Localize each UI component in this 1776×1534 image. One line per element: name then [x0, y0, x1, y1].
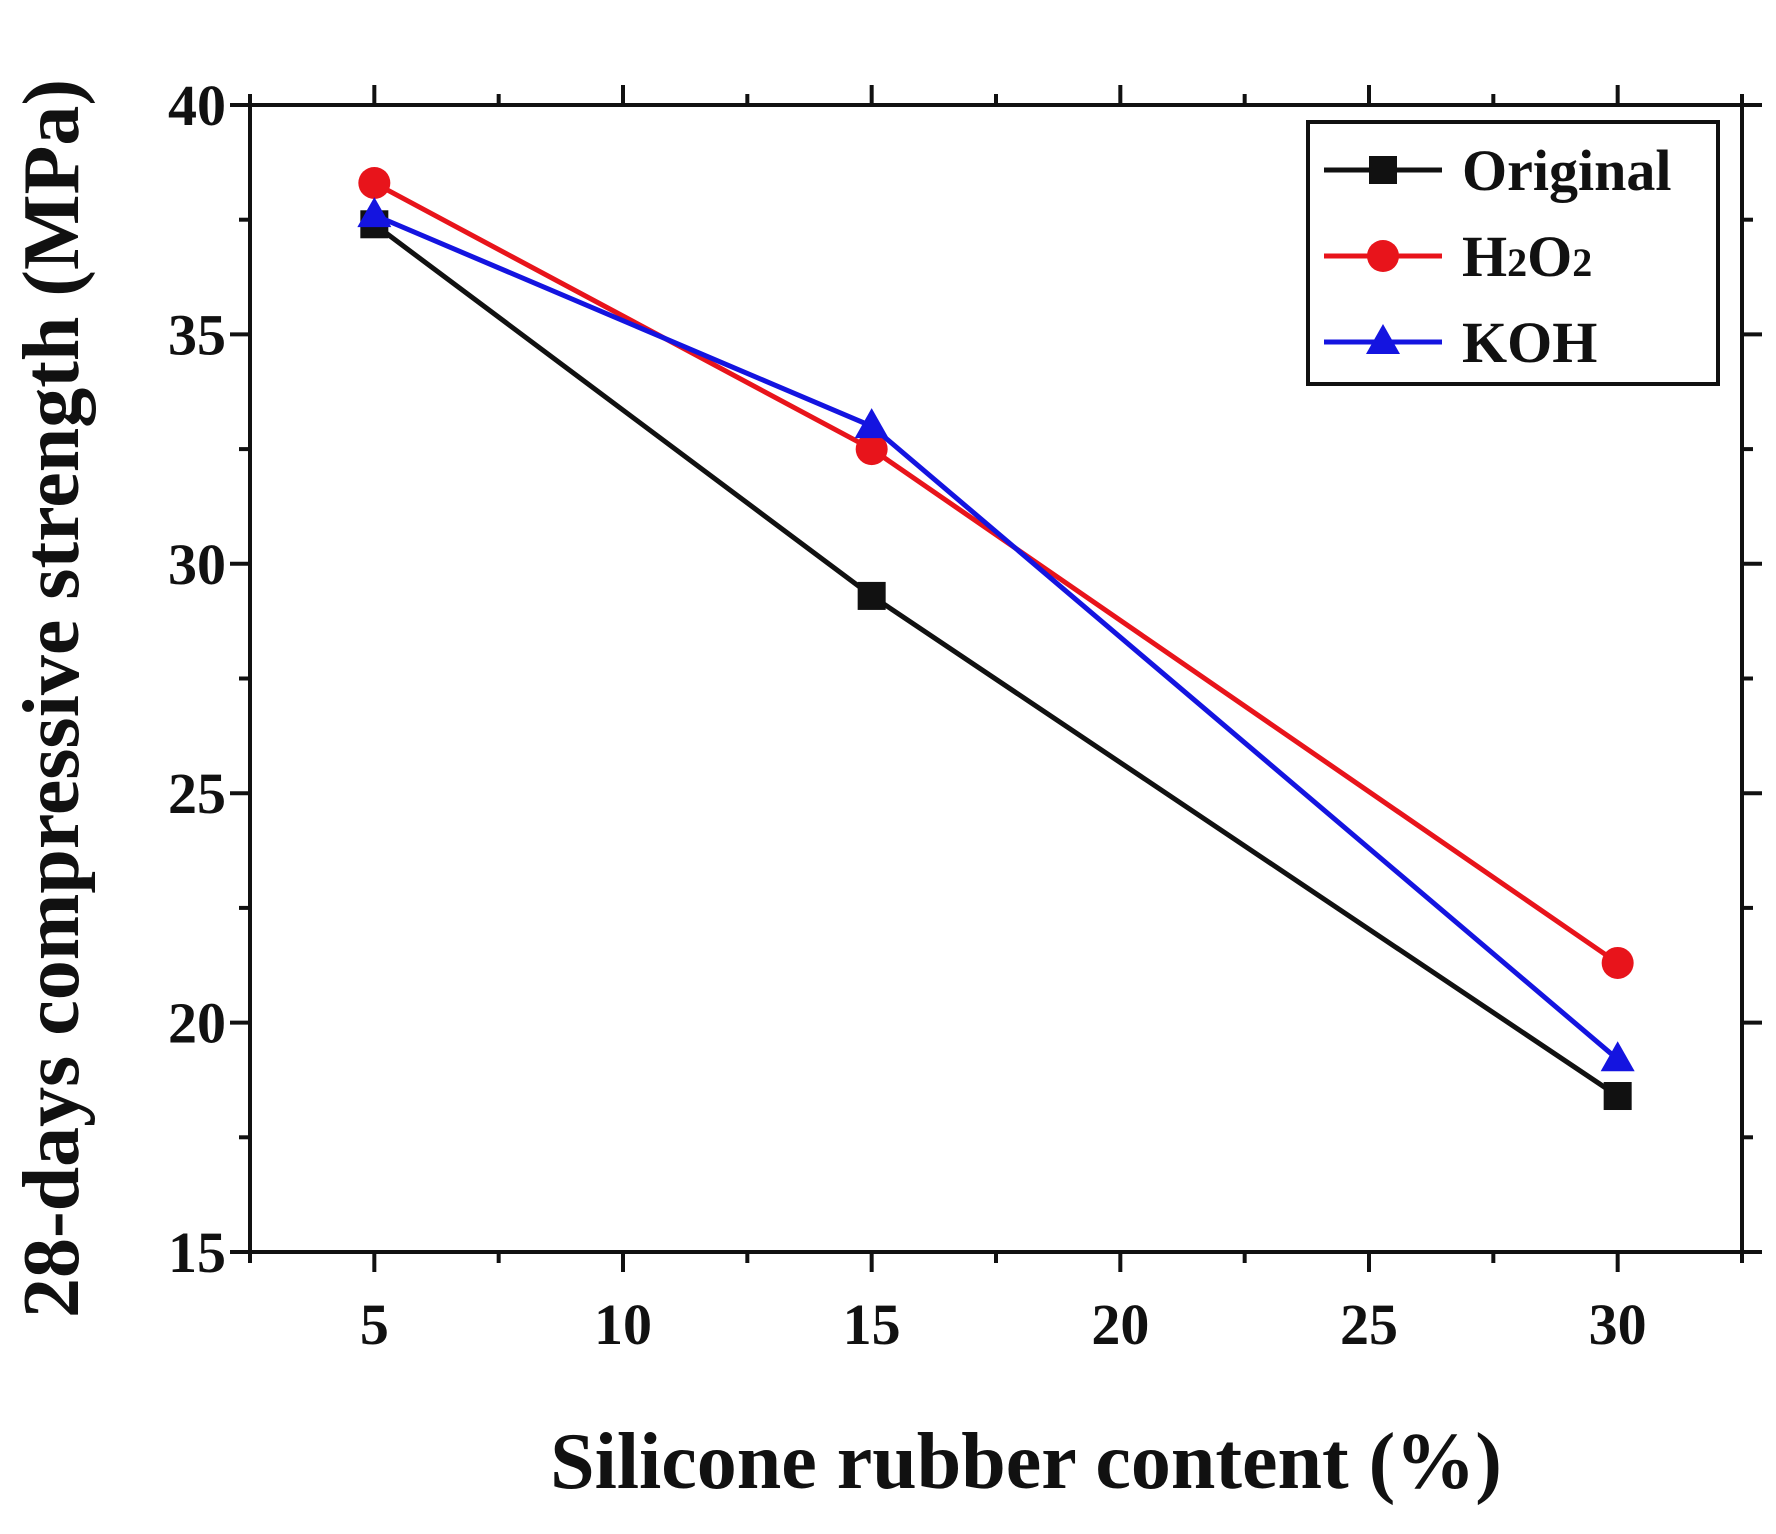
data-point-koh [1600, 1041, 1635, 1072]
x-tick-label: 5 [360, 1292, 389, 1357]
legend-items: Original H2O2 KOH [1324, 138, 1671, 375]
legend: Original H2O2 KOH [1306, 120, 1720, 386]
x-tick-label: 30 [1589, 1292, 1647, 1357]
legend-label-koh: KOH [1462, 310, 1597, 375]
x-axis-title: Silicone rubber content (%) [550, 1418, 1502, 1506]
y-axis-ticks [230, 103, 1762, 1254]
y-tick-label: 15 [168, 1220, 226, 1285]
x-tick-label: 15 [843, 1292, 901, 1357]
series-koh [357, 197, 1635, 1072]
y-tick-label: 20 [168, 991, 226, 1056]
y-axis-tick-labels: 15 20 25 30 35 40 [168, 73, 226, 1285]
series-layer [357, 166, 1635, 1111]
x-tick-label: 10 [594, 1292, 652, 1357]
legend-item-koh: KOH [1324, 310, 1597, 375]
x-axis-tick-labels: 5 10 15 20 25 30 [360, 1292, 1647, 1357]
plot-frame [248, 103, 1744, 1254]
y-tick-label: 30 [168, 532, 226, 597]
x-tick-label: 25 [1340, 1292, 1398, 1357]
legend-label-original: Original [1462, 138, 1671, 203]
legend-marker-h2o2 [1367, 240, 1399, 272]
data-point-original [1603, 1082, 1632, 1111]
legend-item-h2o2: H2O2 [1324, 224, 1592, 289]
y-tick-label: 40 [168, 73, 226, 138]
legend-item-original: Original [1324, 138, 1671, 203]
legend-marker-koh [1366, 324, 1400, 354]
series-original [360, 210, 1632, 1111]
data-point-koh [854, 408, 889, 439]
legend-marker-original [1369, 156, 1397, 184]
series-h2o2 [358, 166, 1634, 979]
data-point-koh [357, 197, 392, 228]
data-point-h2o2 [855, 433, 888, 466]
y-tick-label: 25 [168, 761, 226, 826]
data-point-h2o2 [358, 166, 391, 199]
data-point-h2o2 [1601, 946, 1634, 979]
y-tick-label: 35 [168, 302, 226, 367]
data-point-original [857, 581, 886, 610]
y-axis-title: 28-days compressive strength (MPa) [8, 79, 96, 1318]
legend-label-h2o2: H2O2 [1462, 224, 1592, 289]
x-tick-label: 20 [1091, 1292, 1149, 1357]
